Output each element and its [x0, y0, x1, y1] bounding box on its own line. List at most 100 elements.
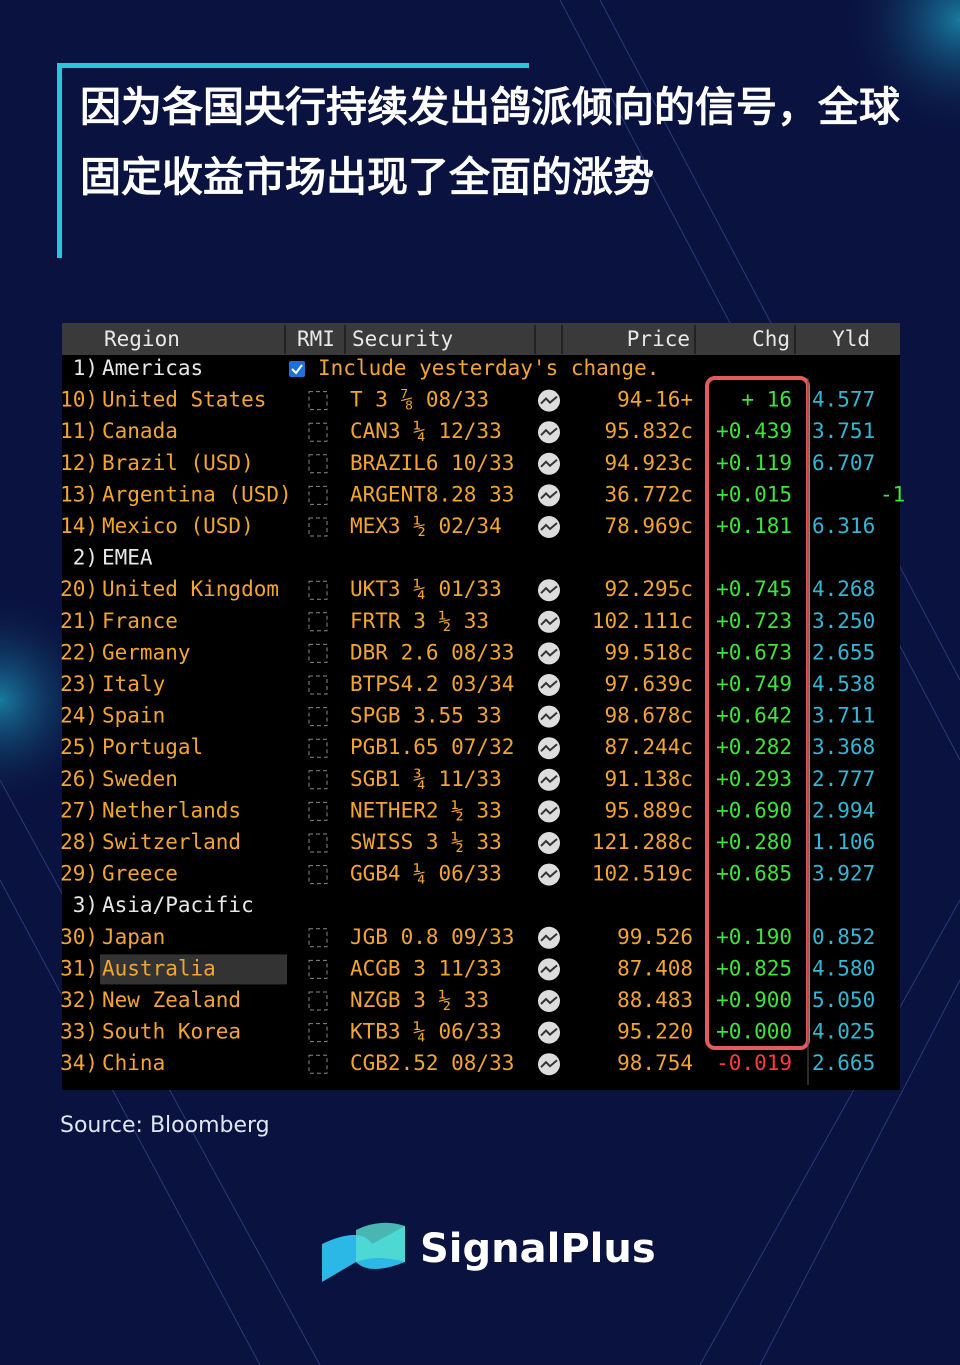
price: 98.754: [617, 1051, 693, 1075]
rmi-box[interactable]: [308, 833, 328, 853]
region[interactable]: Canada: [102, 419, 178, 443]
security[interactable]: PGB1.65 07/32: [350, 735, 514, 759]
rmi-box[interactable]: [308, 454, 328, 474]
rmi-box[interactable]: [308, 675, 328, 695]
rmi-box[interactable]: [308, 801, 328, 821]
rmi-box[interactable]: [308, 991, 328, 1011]
group-name: Asia/Pacific: [102, 893, 254, 917]
price: 95.220: [617, 1020, 693, 1044]
security[interactable]: UKT3 ¼ 01/33: [350, 577, 502, 601]
yield: 3.927: [812, 862, 875, 886]
row-number: 23): [60, 672, 98, 696]
row-number: 22): [60, 640, 98, 664]
yield: 4.577: [812, 388, 875, 412]
rmi-box[interactable]: [308, 865, 328, 885]
price: 102.111c: [592, 609, 693, 633]
security[interactable]: CGB2.52 08/33: [350, 1051, 514, 1075]
security[interactable]: ACGB 3 11/33: [350, 956, 502, 980]
region[interactable]: Netherlands: [102, 798, 241, 822]
security[interactable]: BTPS4.2 03/34: [350, 672, 514, 696]
rmi-box[interactable]: [308, 422, 328, 442]
change: +0.439: [716, 419, 792, 443]
security[interactable]: ARGENT8.28 33: [350, 482, 514, 506]
security[interactable]: SWISS 3 ½ 33: [350, 830, 502, 854]
security[interactable]: SGB1 ¾ 11/33: [350, 767, 502, 791]
row-number: 10): [60, 388, 98, 412]
row-number: 24): [60, 704, 98, 728]
yield: 2.777: [812, 767, 875, 791]
row-number: 11): [60, 419, 98, 443]
column-header: Price: [627, 327, 690, 351]
region[interactable]: China: [102, 1051, 165, 1075]
rmi-box[interactable]: [308, 928, 328, 948]
change: +0.015: [716, 482, 792, 506]
region[interactable]: New Zealand: [102, 988, 241, 1012]
security[interactable]: SPGB 3.55 33: [350, 704, 502, 728]
region[interactable]: Brazil (USD): [102, 451, 254, 475]
rmi-box[interactable]: [308, 707, 328, 727]
region[interactable]: Argentina (USD): [102, 482, 292, 506]
rmi-box[interactable]: [308, 517, 328, 537]
price: 94-16+: [617, 388, 693, 412]
yield: 3.368: [812, 735, 875, 759]
region[interactable]: Greece: [102, 862, 178, 886]
yield: 4.580: [812, 956, 875, 980]
rmi-box[interactable]: [308, 1054, 328, 1074]
change: +0.293: [716, 767, 792, 791]
rmi-box[interactable]: [308, 738, 328, 758]
yield: 4.268: [812, 577, 875, 601]
header-bg: [62, 323, 900, 355]
chart-icon-line: [540, 743, 558, 752]
change: +0.190: [716, 925, 792, 949]
chart-icon-line: [540, 711, 558, 721]
region[interactable]: Japan: [102, 925, 165, 949]
change: +0.000: [716, 1020, 792, 1044]
region[interactable]: Sweden: [102, 767, 178, 791]
group-number: 1): [73, 356, 98, 380]
rmi-box[interactable]: [308, 612, 328, 632]
yield: 1.106: [812, 830, 875, 854]
yield: 0.852: [812, 925, 875, 949]
security[interactable]: FRTR 3 ½ 33: [350, 609, 489, 633]
security[interactable]: NETHER2 ½ 33: [350, 798, 502, 822]
region[interactable]: Italy: [102, 672, 165, 696]
security[interactable]: MEX3 ½ 02/34: [350, 514, 502, 538]
security[interactable]: DBR 2.6 08/33: [350, 640, 514, 664]
region[interactable]: Spain: [102, 704, 165, 728]
change: +0.749: [716, 672, 792, 696]
rmi-box[interactable]: [308, 643, 328, 663]
security[interactable]: NZGB 3 ½ 33: [350, 988, 489, 1012]
region[interactable]: France: [102, 609, 178, 633]
region[interactable]: Australia: [102, 956, 216, 980]
region[interactable]: Portugal: [102, 735, 203, 759]
rmi-box[interactable]: [308, 1023, 328, 1043]
region[interactable]: Mexico (USD): [102, 514, 254, 538]
region[interactable]: United Kingdom: [102, 577, 279, 601]
rmi-box[interactable]: [308, 959, 328, 979]
change: +0.282: [716, 735, 792, 759]
region[interactable]: South Korea: [102, 1020, 241, 1044]
security[interactable]: T 3 ⅞ 08/33: [350, 388, 489, 412]
security[interactable]: CAN3 ¼ 12/33: [350, 419, 502, 443]
security[interactable]: JGB 0.8 09/33: [350, 925, 514, 949]
rmi-box[interactable]: [308, 580, 328, 600]
logo-text: SignalPlus: [420, 1226, 656, 1272]
security[interactable]: GGB4 ¼ 06/33: [350, 862, 502, 886]
title: 因为各国央行持续发出鸽派倾向的信号，全球固定收益市场出现了全面的涨势: [80, 83, 900, 201]
rmi-box[interactable]: [308, 391, 328, 411]
region[interactable]: Switzerland: [102, 830, 241, 854]
region[interactable]: Germany: [102, 640, 191, 664]
change: +0.280: [716, 830, 792, 854]
yield: 3.711: [812, 704, 875, 728]
security[interactable]: BRAZIL6 10/33: [350, 451, 514, 475]
rmi-box[interactable]: [308, 485, 328, 505]
rmi-box[interactable]: [308, 770, 328, 790]
security[interactable]: KTB3 ¼ 06/33: [350, 1020, 502, 1044]
chart-icon-line: [540, 459, 558, 468]
change: +0.673: [716, 640, 792, 664]
checkbox[interactable]: [289, 361, 305, 377]
yield: 3.250: [812, 609, 875, 633]
yield: 2.994: [812, 798, 875, 822]
region[interactable]: United States: [102, 388, 266, 412]
